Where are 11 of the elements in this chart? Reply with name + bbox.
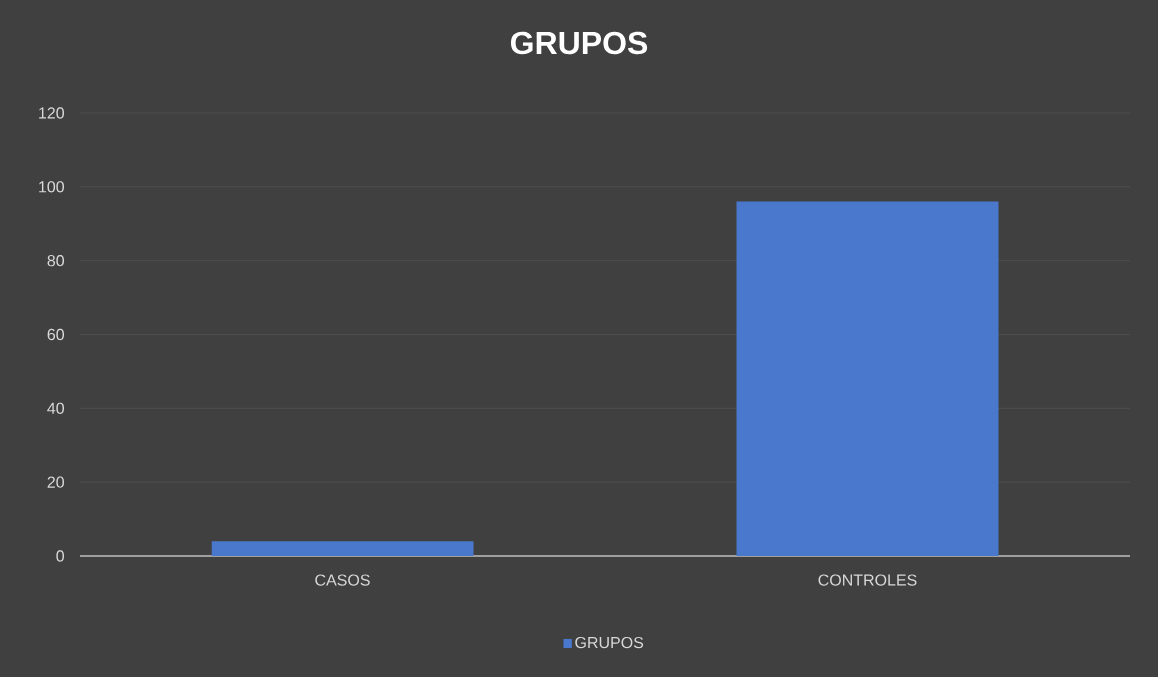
x-tick-label: CONTROLES: [818, 574, 917, 586]
x-tick-label: CASOS: [315, 574, 370, 586]
y-tick-label: 80: [47, 255, 65, 267]
y-tick-label: 100: [39, 181, 65, 193]
y-tick-label: 60: [47, 328, 65, 341]
legend-label: GRUPOS: [575, 636, 644, 649]
y-tick-label: 20: [47, 476, 65, 488]
y-tick-label: 0: [56, 550, 65, 562]
y-tick-label: 120: [39, 107, 65, 119]
y-tick-label: 40: [47, 402, 65, 414]
chart-title: GRUPOS: [510, 31, 648, 55]
